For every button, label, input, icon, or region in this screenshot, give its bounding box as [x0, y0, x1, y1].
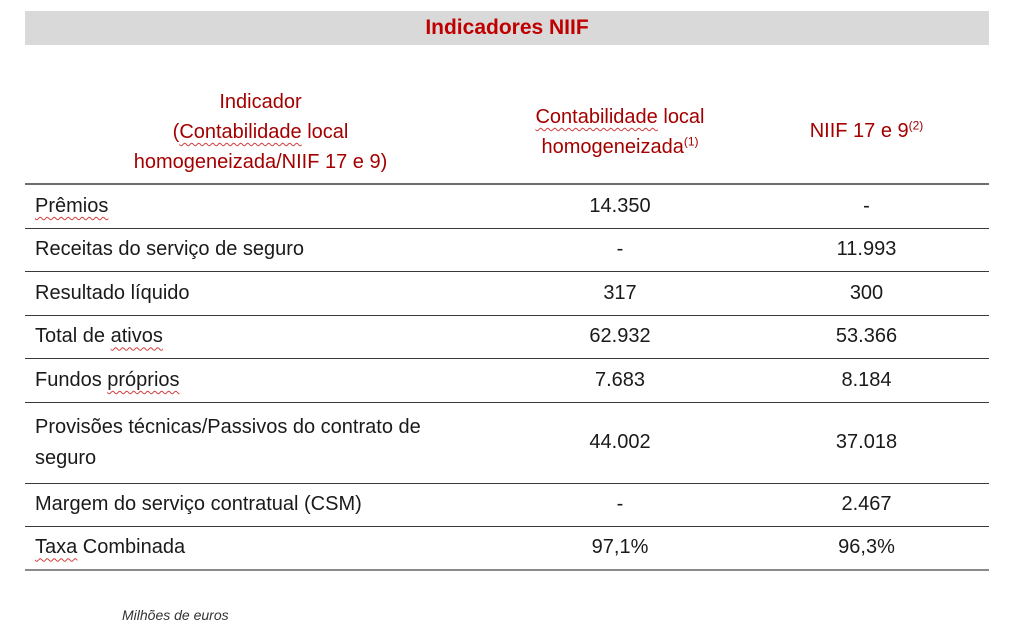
page-title: Indicadores NIIF [425, 16, 589, 39]
table-row: Margem do serviço contratual (CSM) - 2.4… [25, 484, 989, 527]
row-niif-value: - [863, 194, 870, 217]
indicators-table: Indicador (Contabilidade local homogenei… [25, 80, 989, 571]
table-row: Taxa Combinada 97,1% 96,3% [25, 527, 989, 571]
row-label: Receitas do serviço de seguro [35, 238, 305, 261]
row-label: Resultado líquido [35, 281, 190, 304]
title-bar: Indicadores NIIF [25, 11, 989, 45]
row-local-value: 44.002 [589, 431, 651, 453]
header-indicator: Indicador (Contabilidade local homogenei… [25, 80, 496, 183]
header-indicator-line3: homogeneizada/NIIF 17 e 9) [133, 151, 388, 173]
row-label: Margem do serviço contratual (CSM) [35, 493, 362, 516]
row-local-value: 97,1% [591, 536, 649, 559]
header-local-line1: Contabilidade local [535, 106, 705, 128]
table-row: Fundos próprios 7.683 8.184 [25, 359, 989, 403]
table-row: Total de ativos 62.932 53.366 [25, 316, 989, 359]
row-label: Provisões técnicas/Passivos do contrato … [35, 415, 421, 469]
table-row: Receitas do serviço de seguro - 11.993 [25, 229, 989, 272]
row-niif-value: 11.993 [836, 238, 897, 261]
row-label: Fundos próprios [35, 368, 180, 391]
header-local: Contabilidade local homogeneizada(1) [496, 80, 744, 183]
row-local-value: - [616, 238, 624, 261]
header-niif: NIIF 17 e 9(2) [809, 118, 924, 142]
row-local-value: 14.350 [589, 194, 651, 217]
row-local-value: 7.683 [594, 368, 646, 391]
header-local-line2: homogeneizada(1) [541, 134, 699, 158]
table-header: Indicador (Contabilidade local homogenei… [25, 80, 989, 185]
row-local-value: 62.932 [589, 325, 651, 348]
table-row: Provisões técnicas/Passivos do contrato … [25, 403, 989, 484]
row-label: Total de ativos [35, 325, 163, 348]
row-niif-value: 2.467 [841, 493, 892, 516]
row-niif-value: 8.184 [841, 368, 892, 391]
row-niif-value: 96,3% [838, 536, 895, 559]
row-niif-value: 37.018 [835, 431, 898, 453]
row-local-value: 317 [603, 281, 637, 304]
units-footnote: Milhões de euros [122, 607, 229, 623]
row-local-value: - [616, 493, 624, 516]
row-niif-value: 300 [849, 281, 884, 304]
row-niif-value: 53.366 [835, 325, 898, 348]
table-row: Resultado líquido 317 300 [25, 272, 989, 316]
header-indicator-line2: (Contabilidade local [172, 121, 349, 143]
row-label: Taxa Combinada [35, 536, 186, 559]
header-indicator-line1: Indicador [219, 91, 302, 113]
row-label: Prêmios [35, 194, 109, 217]
table-row: Prêmios 14.350 - [25, 185, 989, 229]
